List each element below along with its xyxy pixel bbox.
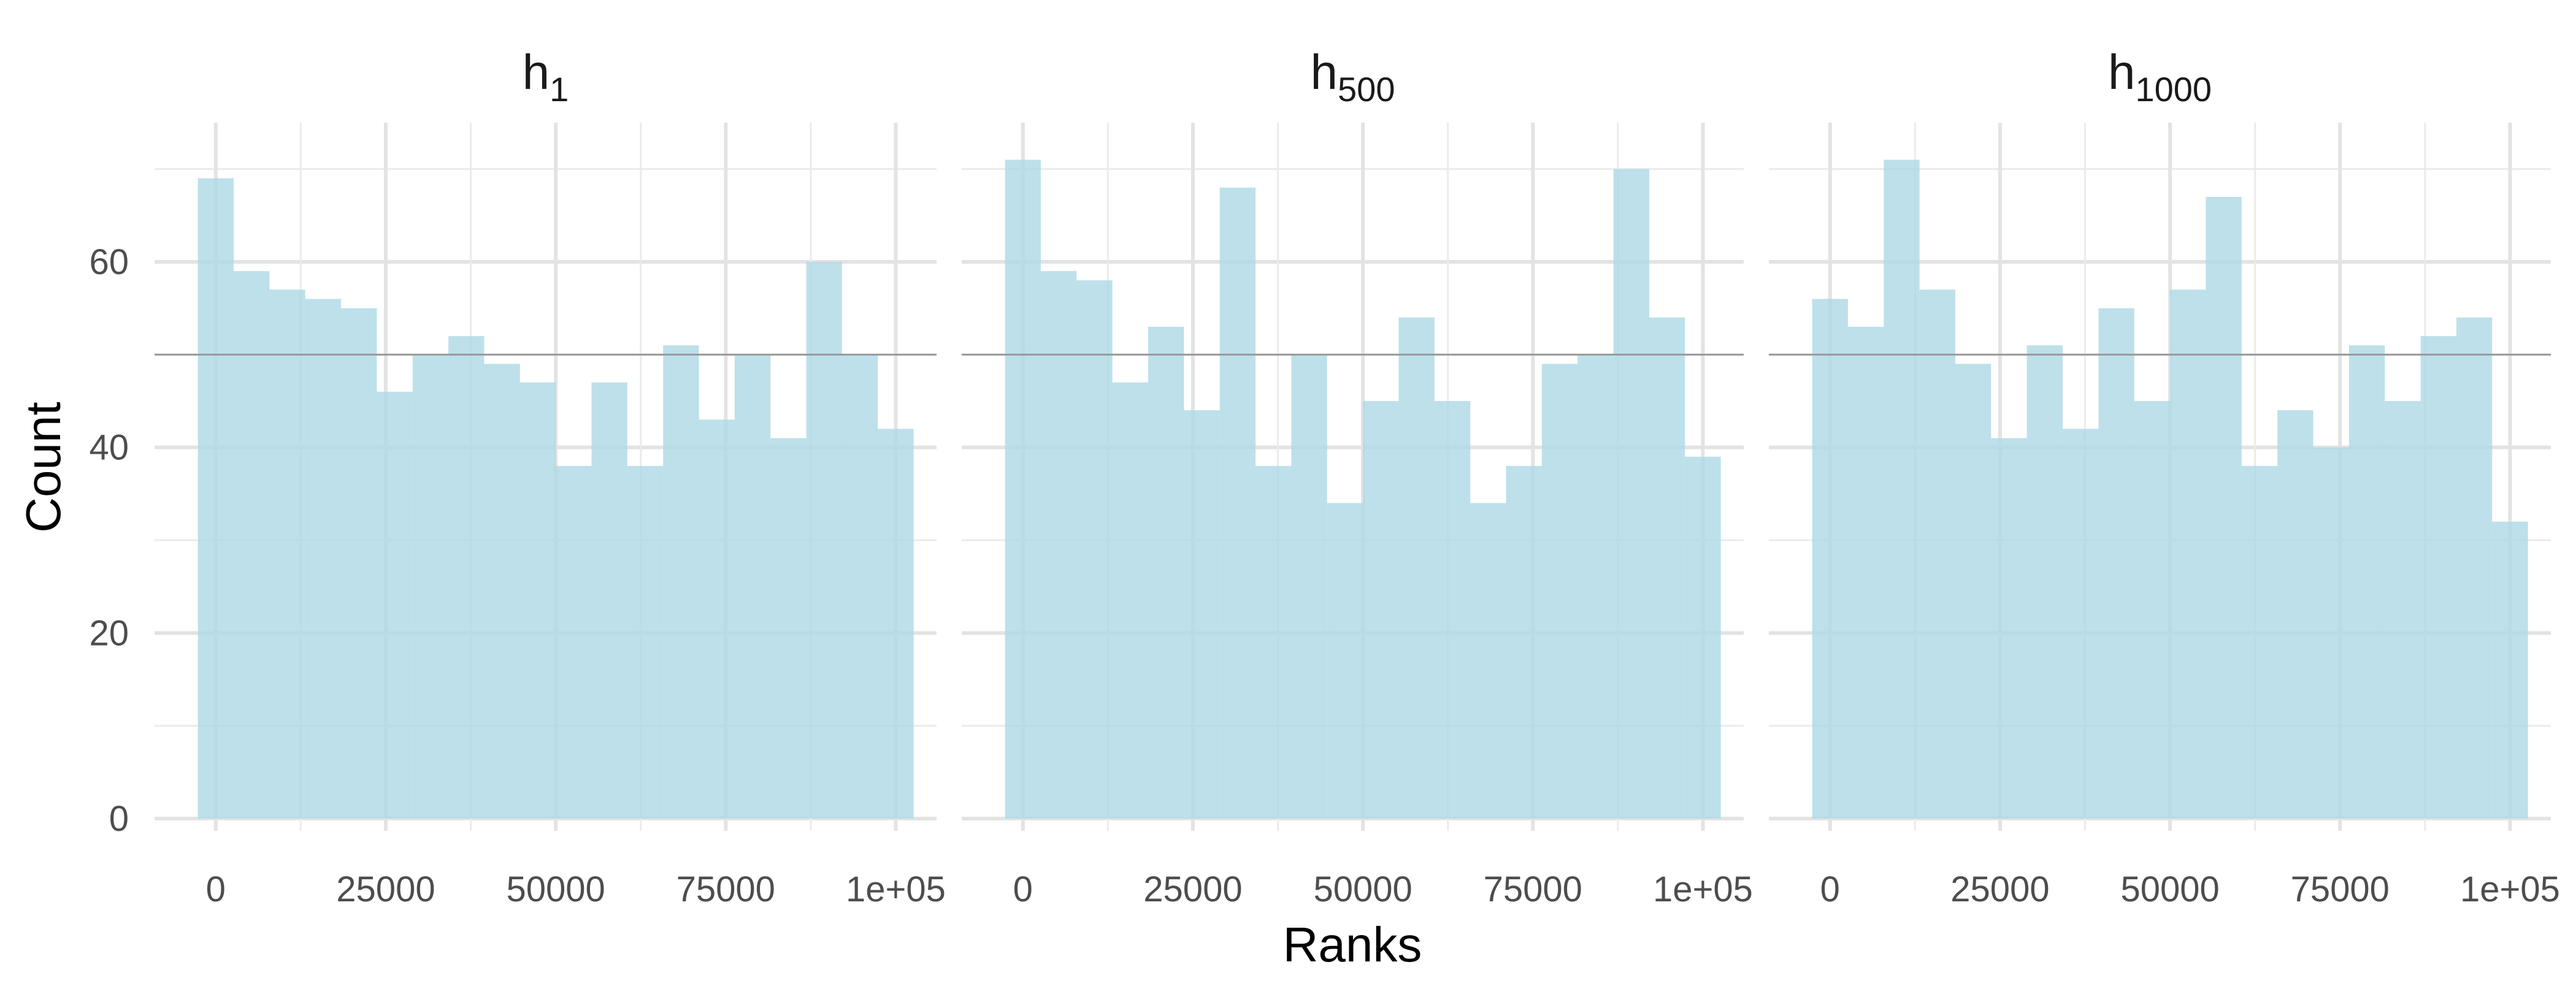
histogram-bar	[2134, 401, 2171, 819]
x-tick-label: 0	[206, 869, 226, 909]
panel-title-subscript: 1000	[2135, 70, 2212, 109]
x-tick-label: 0	[1820, 869, 1840, 909]
y-tick-label: 60	[89, 242, 129, 282]
panel-1: 0 25000 50000 75000 1e+05 h1	[155, 45, 946, 909]
histogram-bar	[412, 354, 449, 819]
histogram-bar	[1541, 364, 1578, 819]
panel-title: h1000	[2108, 45, 2212, 109]
histogram-bar	[1398, 317, 1435, 819]
histogram-bar	[1685, 456, 1721, 819]
histogram-bar	[1005, 159, 1041, 819]
histogram-bar	[341, 308, 377, 819]
panel-title-subscript: 1	[550, 70, 569, 109]
x-tick-label: 75000	[1484, 869, 1582, 909]
panel-title-base: h	[1311, 45, 1338, 99]
histogram-bar	[2098, 308, 2134, 819]
histogram-bar	[734, 354, 771, 819]
x-tick-label: 50000	[1313, 869, 1412, 909]
x-tick-label: 1e+05	[1653, 869, 1753, 909]
histogram-bar	[2348, 345, 2385, 819]
histogram-bar	[1112, 382, 1149, 819]
x-tick-label: 75000	[2291, 869, 2390, 909]
histogram-bar	[1363, 401, 1399, 819]
histogram-bar	[878, 429, 914, 819]
histogram-bar	[2241, 465, 2278, 819]
bars	[1812, 159, 2528, 819]
histogram-bar	[770, 438, 807, 819]
histogram-bar	[519, 382, 556, 819]
histogram-bar	[591, 382, 627, 819]
histogram-bar	[197, 178, 234, 819]
histogram-bar	[699, 419, 735, 819]
y-tick-label: 40	[89, 428, 129, 468]
histogram-bar	[841, 354, 878, 819]
histogram-bar	[663, 345, 699, 819]
histogram-bar	[1955, 364, 1991, 819]
histogram-bar	[1613, 169, 1649, 819]
histogram-bar	[1040, 271, 1077, 819]
histogram-bar	[1434, 401, 1471, 819]
histogram-bar	[1577, 354, 1614, 819]
histogram-bar	[1219, 187, 1256, 819]
panel-title-subscript: 500	[1338, 70, 1395, 109]
histogram-bar	[1291, 354, 1327, 819]
panel-title: h1	[523, 45, 569, 109]
histogram-bar	[233, 271, 270, 819]
histogram-bar	[1649, 317, 1685, 819]
x-axis-title: Ranks	[1283, 917, 1422, 972]
histogram-bar	[2170, 289, 2206, 819]
x-tick-label: 50000	[506, 869, 605, 909]
histogram-bar	[2492, 521, 2528, 819]
histogram-bar	[806, 262, 842, 819]
y-tick-label: 0	[109, 799, 129, 839]
histogram-bar	[1812, 299, 1848, 819]
y-tick-label: 20	[89, 613, 129, 653]
histogram-bar	[1255, 465, 1292, 819]
histogram-bar	[2277, 410, 2313, 819]
y-axis-title: Count	[16, 402, 71, 532]
histogram-bar	[2063, 429, 2099, 819]
bars	[1005, 159, 1721, 819]
histogram-bar	[1148, 326, 1184, 819]
histogram-bar	[1184, 410, 1220, 819]
panel-3: 0 25000 50000 75000 1e+05 h1000	[1769, 45, 2560, 909]
panel-title-base: h	[2108, 45, 2136, 99]
panel-title: h500	[1311, 45, 1395, 109]
histogram-bar	[627, 465, 664, 819]
histogram-bar	[1076, 280, 1113, 819]
x-tick-label: 25000	[336, 869, 435, 909]
histogram-bar	[2026, 345, 2063, 819]
histogram-bar	[2313, 447, 2349, 819]
histogram-bar	[556, 465, 592, 819]
x-tick-label: 1e+05	[2460, 869, 2560, 909]
panel-2: 0 25000 50000 75000 1e+05 h500	[962, 45, 1753, 909]
x-tick-label: 25000	[1143, 869, 1242, 909]
histogram-bar	[269, 289, 305, 819]
histogram-bar	[2420, 336, 2456, 819]
histogram-bar	[2456, 317, 2493, 819]
histogram-bar	[2206, 197, 2242, 819]
x-tick-label: 75000	[677, 869, 775, 909]
histogram-bar	[1506, 465, 1542, 819]
histogram-bar	[1919, 289, 1956, 819]
panel-title-base: h	[523, 45, 550, 99]
x-tick-label: 25000	[1950, 869, 2049, 909]
x-tick-label: 0	[1013, 869, 1033, 909]
histogram-bar	[305, 299, 342, 819]
x-tick-label: 50000	[2120, 869, 2219, 909]
histogram-bar	[484, 364, 520, 819]
histogram-bar	[448, 336, 485, 819]
histogram-bar	[1884, 159, 1920, 819]
histogram-bar	[1327, 503, 1363, 819]
histogram-bar	[377, 391, 413, 819]
histogram-bar	[1470, 503, 1506, 819]
histogram-bar	[1847, 326, 1884, 819]
histogram-bar	[2385, 401, 2421, 819]
histogram-bar	[1991, 438, 2027, 819]
x-tick-label: 1e+05	[846, 869, 946, 909]
